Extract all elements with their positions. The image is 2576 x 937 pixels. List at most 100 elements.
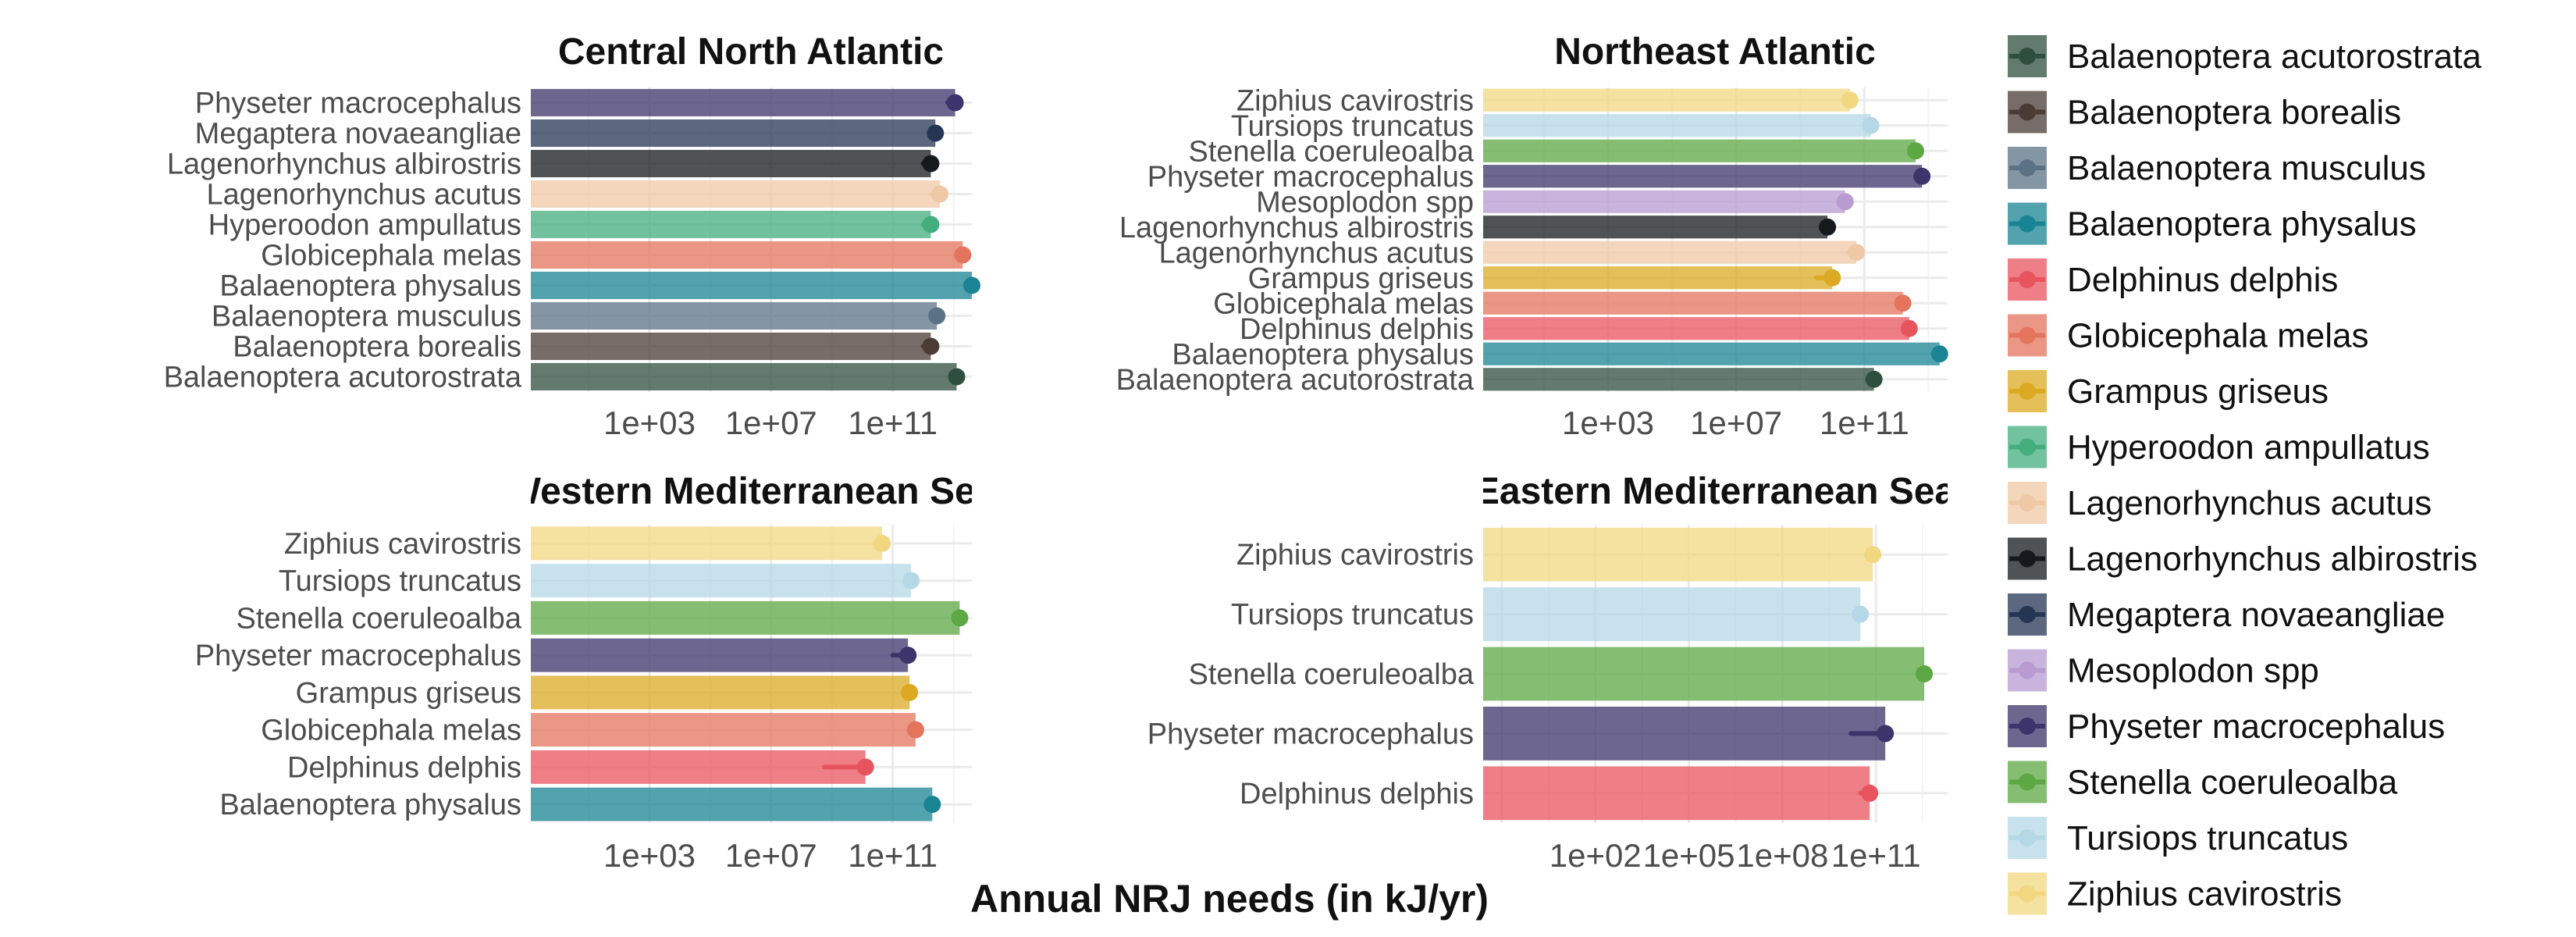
mean-point: [1836, 193, 1854, 211]
legend-label: Ziphius cavirostris: [2067, 875, 2342, 914]
category-label: Grampus griseus: [296, 677, 521, 710]
bar: [1483, 190, 1845, 213]
bar: [531, 526, 883, 561]
mean-point: [1823, 269, 1841, 287]
legend-swatch-point: [2019, 829, 2036, 846]
category-label: Lagenorhynchus albirostris: [167, 148, 521, 181]
legend-item: Ziphius cavirostris: [2008, 872, 2342, 915]
legend-label: Globicephala melas: [2067, 317, 2368, 355]
bar: [531, 240, 963, 269]
category-label: Stenella coeruleoalba: [1189, 135, 1475, 168]
legend-item: Balaenoptera physalus: [2008, 202, 2417, 245]
legend-item: Physeter macrocephalus: [2008, 705, 2445, 747]
category-label: Balaenoptera physalus: [219, 270, 521, 303]
bar: [1483, 707, 1886, 761]
mean-point: [1894, 294, 1912, 312]
legend-swatch-point: [2019, 494, 2036, 511]
legend-label: Grampus griseus: [2067, 372, 2329, 411]
mean-point: [954, 246, 972, 264]
category-label: Globicephala melas: [261, 714, 521, 747]
bar: [1483, 266, 1833, 290]
category-label: Balaenoptera musculus: [212, 301, 521, 333]
bar: [1483, 342, 1940, 365]
mean-point: [951, 609, 969, 627]
category-label: Ziphius cavirostris: [1236, 539, 1474, 572]
legend-swatch-point: [2019, 103, 2036, 121]
mean-point: [922, 155, 940, 173]
legend: Balaenoptera acutorostrata Balaenoptera b…: [2008, 35, 2482, 915]
mean-point: [946, 94, 964, 112]
bar: [531, 750, 866, 784]
bar: [531, 88, 955, 117]
mean-point: [1916, 665, 1934, 682]
legend-swatch-point: [2019, 606, 2036, 623]
category-label: Delphinus delphis: [287, 751, 521, 784]
panel-plot-area: [531, 87, 972, 392]
bar: [1483, 368, 1874, 391]
bar: [531, 332, 931, 361]
category-label: Balaenoptera physalus: [219, 789, 521, 821]
legend-item: Tursiops truncatus: [2008, 817, 2348, 859]
bar: [531, 149, 931, 178]
legend-item: Lagenorhynchus acutus: [2008, 482, 2432, 524]
x-tick-label: 1e+03: [603, 404, 696, 441]
panel-2: Ziphius cavirostris Tursiops truncatus Ste…: [195, 471, 997, 874]
mean-point: [856, 758, 874, 776]
mean-point: [899, 647, 917, 664]
bar: [531, 787, 933, 821]
bar: [531, 180, 941, 208]
mean-point: [1877, 725, 1895, 743]
legend-label: Lagenorhynchus albirostris: [2067, 540, 2478, 579]
mean-point: [1841, 91, 1859, 109]
mean-point: [1819, 218, 1837, 236]
panel-title: Western Mediterranean Sea: [506, 471, 997, 512]
bar: [1483, 88, 1850, 112]
panel-3: Ziphius cavirostris Tursiops truncatus Ste…: [1147, 471, 1948, 874]
panel-plot-area: [1483, 87, 1948, 392]
legend-item: Delphinus delphis: [2008, 258, 2338, 301]
bar: [531, 638, 909, 672]
legend-swatch-point: [2019, 885, 2036, 903]
x-tick-label: 1e+11: [848, 404, 938, 441]
legend-swatch-point: [2019, 550, 2036, 568]
mean-point: [901, 683, 919, 701]
category-label: Balaenoptera physalus: [1172, 338, 1474, 371]
panel-title: Northeast Atlantic: [1554, 31, 1876, 73]
bar: [1483, 291, 1903, 315]
legend-item: Stenella coeruleoalba: [2008, 761, 2398, 803]
category-label: Ziphius cavirostris: [284, 528, 521, 561]
category-label: Stenella coeruleoalba: [237, 602, 522, 635]
mean-point: [1900, 319, 1918, 337]
legend-label: Balaenoptera borealis: [2067, 94, 2401, 132]
mean-point: [1861, 784, 1879, 802]
x-tick-label: 1e+05: [1643, 837, 1735, 874]
x-tick-label: 1e+11: [848, 837, 938, 874]
category-label: Delphinus delphis: [1240, 778, 1474, 811]
category-label: Tursiops truncatus: [1231, 110, 1474, 143]
category-label: Physeter macrocephalus: [1147, 161, 1474, 194]
category-label: Physeter macrocephalus: [1147, 718, 1474, 750]
mean-point: [931, 185, 949, 203]
legend-item: Balaenoptera borealis: [2008, 91, 2401, 134]
category-label: Hyperoodon ampullatus: [208, 209, 521, 242]
bar: [1483, 114, 1871, 137]
legend-label: Tursiops truncatus: [2067, 819, 2348, 857]
legend-swatch-point: [2019, 383, 2036, 400]
mean-point: [1852, 605, 1870, 623]
mean-point: [1862, 116, 1880, 134]
category-label: Lagenorhynchus acutus: [206, 179, 521, 212]
category-label: Balaenoptera acutorostrata: [1116, 364, 1475, 397]
mean-point: [902, 572, 920, 590]
category-label: Stenella coeruleoalba: [1189, 658, 1475, 691]
legend-swatch-point: [2019, 326, 2036, 344]
category-label: Ziphius cavirostris: [1236, 84, 1474, 117]
mean-point: [1906, 142, 1924, 160]
category-label: Globicephala melas: [1213, 287, 1474, 320]
legend-label: Lagenorhynchus acutus: [2067, 484, 2432, 522]
x-tick-label: 1e+03: [1562, 404, 1654, 441]
legend-label: Physeter macrocephalus: [2067, 707, 2445, 746]
bar: [531, 600, 960, 635]
mean-point: [963, 276, 980, 294]
